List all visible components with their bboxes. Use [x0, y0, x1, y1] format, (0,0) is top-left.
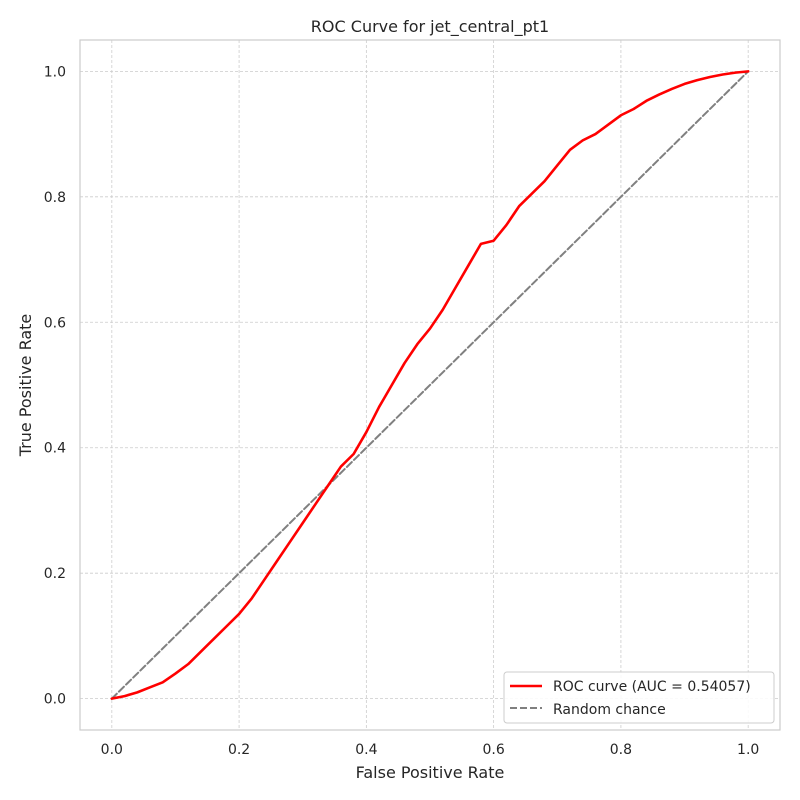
y-tick-label: 1.0	[44, 64, 66, 80]
x-tick-label: 0.8	[610, 742, 632, 758]
tick-labels: 0.0 0.2 0.4 0.6 0.8 1.0 0.0 0.2 0.4 0.6 0.8 1.0	[44, 64, 760, 758]
x-tick-label: 1.0	[737, 742, 759, 758]
y-tick-label: 0.2	[44, 566, 66, 582]
legend-box	[503, 671, 775, 724]
series-layer	[110, 70, 750, 700]
plot-frame	[79, 39, 781, 731]
y-tick-label: 0.4	[44, 441, 66, 457]
legend-label-random: Random chance	[553, 702, 666, 718]
x-axis-label: False Positive Rate	[356, 763, 505, 782]
x-tick-label: 0.2	[228, 742, 250, 758]
y-tick-label: 0.0	[44, 692, 66, 708]
x-tick-label: 0.0	[101, 742, 123, 758]
grid	[80, 40, 780, 730]
x-tick-label: 0.4	[355, 742, 377, 758]
roc-curve-line	[110, 70, 750, 700]
y-axis-label: True Positive Rate	[16, 314, 35, 458]
legend: ROC curve (AUC = 0.54057) Random chance	[503, 671, 775, 724]
x-tick-label: 0.6	[483, 742, 505, 758]
random-chance-line	[110, 70, 750, 700]
chart-title: ROC Curve for jet_central_pt1	[311, 17, 549, 37]
y-tick-label: 0.6	[44, 315, 66, 331]
y-tick-label: 0.8	[44, 190, 66, 206]
legend-label-roc: ROC curve (AUC = 0.54057)	[553, 679, 751, 695]
